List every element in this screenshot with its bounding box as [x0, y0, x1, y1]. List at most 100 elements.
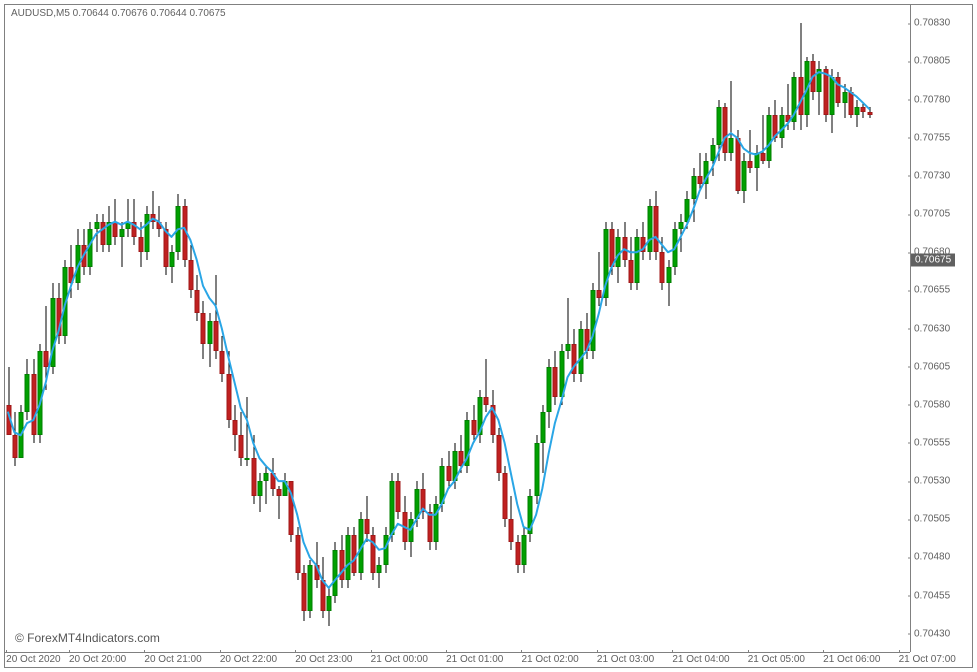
candle[interactable]: [605, 5, 606, 652]
candle[interactable]: [153, 5, 154, 652]
candle[interactable]: [762, 5, 763, 652]
candle[interactable]: [304, 5, 305, 652]
candle[interactable]: [624, 5, 625, 652]
candle[interactable]: [442, 5, 443, 652]
candle[interactable]: [128, 5, 129, 652]
candle[interactable]: [574, 5, 575, 652]
candle[interactable]: [699, 5, 700, 652]
candle[interactable]: [593, 5, 594, 652]
candle[interactable]: [731, 5, 732, 652]
candle[interactable]: [794, 5, 795, 652]
candle[interactable]: [392, 5, 393, 652]
candle[interactable]: [436, 5, 437, 652]
candle[interactable]: [523, 5, 524, 652]
candle[interactable]: [260, 5, 261, 652]
candle[interactable]: [517, 5, 518, 652]
candle[interactable]: [96, 5, 97, 652]
candle[interactable]: [77, 5, 78, 652]
candle[interactable]: [285, 5, 286, 652]
candle[interactable]: [228, 5, 229, 652]
candle[interactable]: [850, 5, 851, 652]
candle[interactable]: [121, 5, 122, 652]
candle[interactable]: [505, 5, 506, 652]
candle[interactable]: [310, 5, 311, 652]
candle[interactable]: [586, 5, 587, 652]
candle[interactable]: [329, 5, 330, 652]
candle[interactable]: [8, 5, 9, 652]
candle[interactable]: [511, 5, 512, 652]
candle[interactable]: [146, 5, 147, 652]
candle[interactable]: [297, 5, 298, 652]
candle[interactable]: [492, 5, 493, 652]
candle[interactable]: [498, 5, 499, 652]
candle[interactable]: [46, 5, 47, 652]
candle[interactable]: [341, 5, 342, 652]
candle[interactable]: [429, 5, 430, 652]
candle[interactable]: [209, 5, 210, 652]
candle[interactable]: [750, 5, 751, 652]
candle[interactable]: [203, 5, 204, 652]
candle[interactable]: [674, 5, 675, 652]
candle[interactable]: [159, 5, 160, 652]
candle[interactable]: [253, 5, 254, 652]
candle[interactable]: [115, 5, 116, 652]
candle[interactable]: [373, 5, 374, 652]
candle[interactable]: [109, 5, 110, 652]
candle[interactable]: [844, 5, 845, 652]
candle[interactable]: [473, 5, 474, 652]
candle[interactable]: [775, 5, 776, 652]
candle[interactable]: [335, 5, 336, 652]
candle[interactable]: [725, 5, 726, 652]
candle[interactable]: [234, 5, 235, 652]
candle[interactable]: [454, 5, 455, 652]
candle[interactable]: [216, 5, 217, 652]
candle[interactable]: [662, 5, 663, 652]
candle[interactable]: [838, 5, 839, 652]
candle[interactable]: [599, 5, 600, 652]
candle[interactable]: [197, 5, 198, 652]
candle[interactable]: [737, 5, 738, 652]
candle[interactable]: [241, 5, 242, 652]
candle[interactable]: [712, 5, 713, 652]
candle[interactable]: [52, 5, 53, 652]
candle[interactable]: [542, 5, 543, 652]
candle[interactable]: [718, 5, 719, 652]
candle[interactable]: [316, 5, 317, 652]
candle[interactable]: [71, 5, 72, 652]
candle[interactable]: [21, 5, 22, 652]
candle[interactable]: [630, 5, 631, 652]
candle[interactable]: [410, 5, 411, 652]
candle[interactable]: [90, 5, 91, 652]
candle[interactable]: [65, 5, 66, 652]
candle[interactable]: [863, 5, 864, 652]
candle[interactable]: [580, 5, 581, 652]
candle[interactable]: [655, 5, 656, 652]
candle[interactable]: [486, 5, 487, 652]
candle[interactable]: [825, 5, 826, 652]
candle[interactable]: [530, 5, 531, 652]
candle[interactable]: [58, 5, 59, 652]
candle[interactable]: [743, 5, 744, 652]
candle[interactable]: [831, 5, 832, 652]
candle[interactable]: [857, 5, 858, 652]
candle[interactable]: [618, 5, 619, 652]
candle[interactable]: [781, 5, 782, 652]
candle[interactable]: [417, 5, 418, 652]
candle[interactable]: [549, 5, 550, 652]
candle[interactable]: [668, 5, 669, 652]
candle[interactable]: [14, 5, 15, 652]
candle[interactable]: [800, 5, 801, 652]
candle[interactable]: [266, 5, 267, 652]
candle[interactable]: [398, 5, 399, 652]
candle[interactable]: [769, 5, 770, 652]
candle[interactable]: [134, 5, 135, 652]
candle[interactable]: [178, 5, 179, 652]
candle[interactable]: [140, 5, 141, 652]
candle[interactable]: [555, 5, 556, 652]
candle[interactable]: [172, 5, 173, 652]
candle[interactable]: [693, 5, 694, 652]
candle[interactable]: [354, 5, 355, 652]
candle[interactable]: [84, 5, 85, 652]
candle[interactable]: [637, 5, 638, 652]
candle[interactable]: [102, 5, 103, 652]
